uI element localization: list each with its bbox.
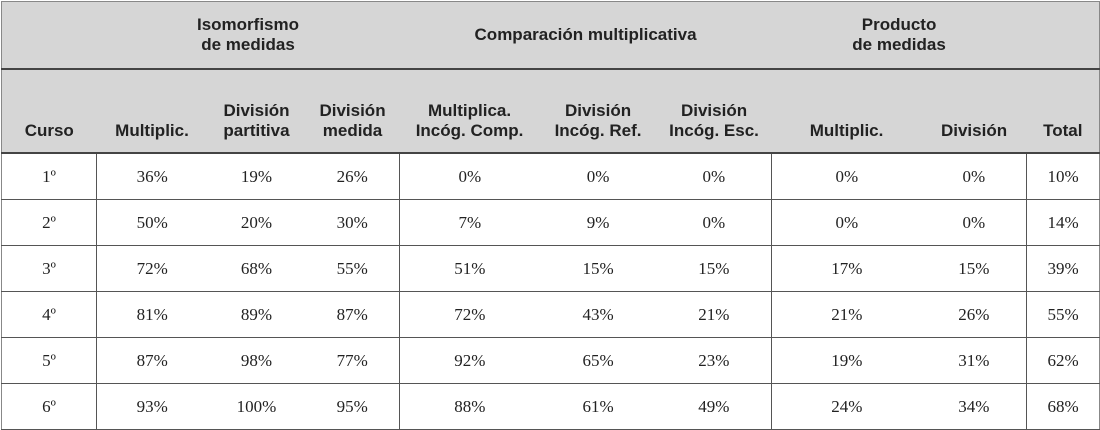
table-cell: 0% <box>399 153 540 200</box>
table-cell: 88% <box>399 383 540 430</box>
table-cell: 50% <box>96 199 208 246</box>
table-cell: 68% <box>207 245 306 292</box>
table-cell: 15% <box>539 245 657 292</box>
table-cell: 39% <box>1026 245 1100 292</box>
table-row: 4º 81% 89% 87% 72% 43% 21% 21% 26% 55% <box>1 291 1100 338</box>
col-comp-multiplica-incog-comp: Multiplica. Incóg. Comp. <box>399 68 540 154</box>
group-isomorfismo: Isomorfismo de medidas <box>96 1 400 69</box>
column-header-row: Curso Multiplic. División partitiva Divi… <box>1 68 1100 154</box>
row-curso-cell: 3º <box>1 245 97 292</box>
table-body: 1º 36% 19% 26% 0% 0% 0% 0% 0% 10% 2º 50% 20% 30% 7% 9% 0… <box>1 153 1100 430</box>
table-cell: 7% <box>399 199 540 246</box>
table-cell: 24% <box>771 383 922 430</box>
table-cell: 0% <box>539 153 657 200</box>
col-comp-division-incog-ref: División Incóg. Ref. <box>539 68 657 154</box>
col-curso: Curso <box>1 68 97 154</box>
table-cell: 21% <box>771 291 922 338</box>
table-cell: 72% <box>399 291 540 338</box>
table-cell: 55% <box>1026 291 1100 338</box>
table-cell: 31% <box>921 337 1028 384</box>
col-iso-division-medida: División medida <box>305 68 400 154</box>
col-total: Total <box>1026 68 1100 154</box>
table-cell: 21% <box>656 291 773 338</box>
table-cell: 51% <box>399 245 540 292</box>
table-cell: 34% <box>921 383 1028 430</box>
table-cell: 26% <box>921 291 1028 338</box>
table-cell: 100% <box>207 383 306 430</box>
table-cell: 62% <box>1026 337 1100 384</box>
table-cell: 43% <box>539 291 657 338</box>
table-row: 5º 87% 98% 77% 92% 65% 23% 19% 31% 62% <box>1 337 1100 384</box>
table-cell: 0% <box>771 199 922 246</box>
col-prod-division: División <box>921 68 1027 154</box>
table-cell: 49% <box>656 383 773 430</box>
table-cell: 0% <box>771 153 922 200</box>
table-row: 1º 36% 19% 26% 0% 0% 0% 0% 0% 10% <box>1 153 1100 200</box>
table-cell: 98% <box>207 337 306 384</box>
table-cell: 36% <box>96 153 208 200</box>
table-cell: 72% <box>96 245 208 292</box>
table-cell: 0% <box>656 153 773 200</box>
table-cell: 81% <box>96 291 208 338</box>
row-curso-cell: 5º <box>1 337 97 384</box>
table-cell: 19% <box>771 337 922 384</box>
table-cell: 77% <box>305 337 401 384</box>
row-curso-cell: 1º <box>1 153 97 200</box>
table-cell: 68% <box>1026 383 1100 430</box>
table-cell: 87% <box>96 337 208 384</box>
table-cell: 93% <box>96 383 208 430</box>
table-cell: 9% <box>539 199 657 246</box>
table-cell: 89% <box>207 291 306 338</box>
row-curso-cell: 2º <box>1 199 97 246</box>
table-cell: 61% <box>539 383 657 430</box>
table-row: 6º 93% 100% 95% 88% 61% 49% 24% 34% 68% <box>1 383 1100 430</box>
col-prod-multiplic: Multiplic. <box>771 68 922 154</box>
group-comparacion: Comparación multiplicativa <box>399 1 772 69</box>
table-cell: 20% <box>207 199 306 246</box>
col-iso-multiplic: Multiplic. <box>96 68 208 154</box>
row-curso-cell: 4º <box>1 291 97 338</box>
table-cell: 92% <box>399 337 540 384</box>
table-cell: 0% <box>656 199 773 246</box>
col-comp-division-incog-esc: División Incóg. Esc. <box>656 68 772 154</box>
table-cell: 15% <box>921 245 1028 292</box>
table-cell: 19% <box>207 153 306 200</box>
table-cell: 0% <box>921 153 1028 200</box>
table-cell: 55% <box>305 245 401 292</box>
group-producto: Producto de medidas <box>771 1 1027 69</box>
table-cell: 23% <box>656 337 773 384</box>
table-cell: 65% <box>539 337 657 384</box>
table-cell: 95% <box>305 383 401 430</box>
table-cell: 10% <box>1026 153 1100 200</box>
table-cell: 26% <box>305 153 401 200</box>
table-row: 3º 72% 68% 55% 51% 15% 15% 17% 15% 39% <box>1 245 1100 292</box>
table-cell: 0% <box>921 199 1028 246</box>
table-cell: 17% <box>771 245 922 292</box>
table-cell: 30% <box>305 199 401 246</box>
table-cell: 87% <box>305 291 401 338</box>
table-cell: 15% <box>656 245 773 292</box>
row-curso-cell: 6º <box>1 383 97 430</box>
table-row: 2º 50% 20% 30% 7% 9% 0% 0% 0% 14% <box>1 199 1100 246</box>
col-iso-division-partitiva: División partitiva <box>207 68 306 154</box>
group-header-row: Isomorfismo de medidas Comparación multi… <box>1 1 1100 69</box>
table-cell: 14% <box>1026 199 1100 246</box>
